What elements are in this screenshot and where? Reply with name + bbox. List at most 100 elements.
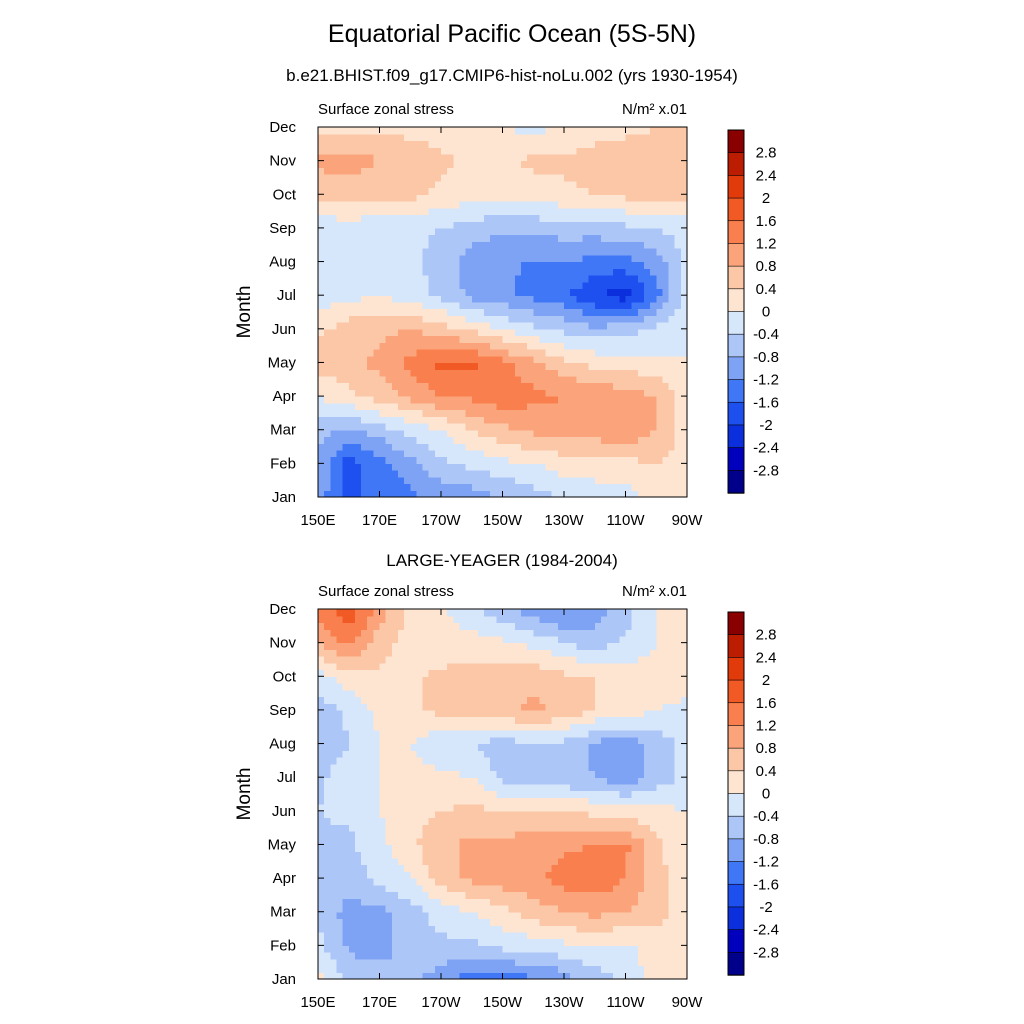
contour-cell	[422, 261, 430, 269]
contour-cell	[557, 214, 565, 222]
contour-cell	[422, 248, 430, 256]
contour-cell	[336, 925, 344, 933]
contour-cell	[520, 254, 528, 263]
contour-cell	[668, 972, 676, 980]
contour-cell	[354, 837, 362, 846]
contour-cell	[354, 254, 362, 263]
contour-cell	[471, 241, 479, 249]
contour-cell	[367, 315, 374, 323]
contour-cell	[428, 375, 436, 384]
contour-cell	[656, 207, 663, 216]
contour-cell	[588, 952, 596, 960]
contour-cell	[471, 423, 479, 431]
contour-cell	[379, 884, 387, 893]
contour-cell	[637, 308, 645, 316]
contour-cell	[441, 355, 448, 364]
contour-cell	[410, 891, 417, 899]
contour-cell	[607, 958, 614, 967]
contour-cell	[502, 315, 510, 323]
contour-cell	[410, 322, 417, 330]
contour-cell	[379, 295, 387, 303]
contour-cell	[404, 429, 411, 438]
contour-cell	[514, 436, 522, 444]
contour-cell	[643, 958, 651, 967]
contour-cell	[551, 248, 559, 256]
contour-cell	[336, 281, 344, 290]
contour-cell	[520, 382, 528, 390]
contour-cell	[385, 288, 393, 296]
contour-cell	[613, 261, 620, 269]
contour-cell	[373, 194, 381, 202]
contour-cell	[539, 797, 547, 805]
contour-cell	[361, 160, 368, 168]
contour-cell	[508, 918, 516, 926]
contour-cell	[539, 891, 547, 899]
colorbar-box	[727, 152, 745, 177]
contour-cell	[367, 261, 374, 269]
contour-cell	[385, 864, 393, 872]
contour-cell	[551, 375, 559, 384]
contour-cell	[607, 153, 614, 162]
contour-cell	[662, 490, 670, 498]
contour-cell	[527, 871, 534, 879]
contour-cell	[607, 938, 614, 946]
contour-cell	[453, 436, 461, 444]
contour-cell	[594, 241, 602, 249]
contour-cell	[625, 952, 633, 960]
contour-cell	[514, 248, 522, 256]
contour-cell	[318, 254, 325, 263]
contour-cell	[570, 871, 577, 879]
contour-cell	[607, 449, 614, 458]
contour-cell	[650, 490, 657, 498]
contour-cell	[514, 824, 522, 832]
contour-cell	[625, 349, 633, 357]
contour-cell	[600, 160, 608, 168]
contour-cell	[459, 884, 467, 893]
contour-cell	[662, 483, 670, 491]
contour-cell	[367, 248, 374, 256]
contour-cell	[539, 423, 547, 431]
contour-cell	[613, 382, 620, 390]
contour-cell	[557, 322, 565, 330]
contour-cell	[367, 958, 374, 967]
contour-cell	[397, 423, 405, 431]
contour-cell	[348, 241, 356, 249]
contour-cell	[594, 214, 602, 222]
contour-cell	[465, 972, 473, 980]
contour-cell	[533, 449, 540, 458]
contour-cell	[434, 308, 442, 316]
contour-cell	[330, 797, 338, 805]
contour-cell	[502, 207, 510, 216]
contour-cell	[650, 147, 657, 155]
contour-cell	[410, 214, 417, 222]
contour-cell	[348, 945, 356, 953]
contour-cell	[324, 470, 331, 478]
contour-cell	[324, 227, 331, 236]
contour-cell	[588, 147, 596, 155]
contour-cell	[422, 207, 430, 216]
contour-cell	[674, 878, 682, 886]
contour-cell	[674, 837, 682, 846]
contour-cell	[613, 857, 620, 866]
contour-cell	[674, 301, 682, 310]
contour-cell	[539, 153, 547, 162]
contour-cell	[354, 476, 362, 485]
contour-cell	[434, 153, 442, 162]
contour-cell	[441, 342, 448, 350]
contour-cell	[551, 449, 559, 458]
contour-cell	[361, 857, 368, 866]
contour-cell	[477, 328, 485, 337]
contour-cell	[404, 844, 411, 852]
contour-cell	[342, 369, 350, 377]
contour-cell	[397, 470, 405, 478]
contour-cell	[496, 362, 504, 370]
contour-cell	[447, 456, 454, 464]
contour-cell	[428, 402, 436, 411]
contour-cell	[410, 234, 417, 242]
contour-cell	[527, 476, 534, 485]
contour-cell	[373, 945, 381, 953]
contour-cell	[650, 476, 657, 485]
contour-cell	[625, 140, 633, 148]
contour-cell	[594, 925, 602, 933]
contour-cell	[613, 824, 620, 832]
